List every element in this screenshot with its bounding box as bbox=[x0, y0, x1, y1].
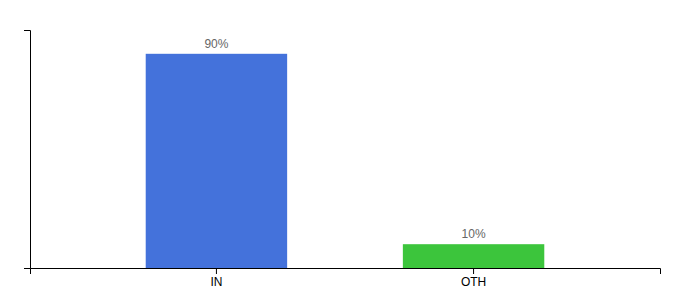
chart: IN OTH 90% 10% bbox=[0, 0, 680, 300]
y-axis bbox=[24, 31, 31, 269]
bar bbox=[403, 244, 544, 268]
y-axis-line bbox=[24, 31, 31, 269]
x-axis-line bbox=[31, 269, 661, 275]
x-tick-mark bbox=[473, 268, 474, 274]
x-tick-label: IN bbox=[210, 275, 222, 289]
x-tick-label: OTH bbox=[461, 275, 486, 289]
x-tick-mark bbox=[216, 268, 217, 274]
x-tick: IN bbox=[210, 268, 222, 289]
data-label: 10% bbox=[462, 227, 486, 241]
data-label: 90% bbox=[204, 37, 228, 51]
plot: IN OTH 90% 10% bbox=[24, 31, 661, 289]
x-tick: OTH bbox=[461, 268, 486, 289]
data-labels: 90% 10% bbox=[204, 37, 485, 241]
bars bbox=[146, 54, 545, 268]
bar bbox=[146, 54, 287, 268]
x-axis: IN OTH bbox=[31, 268, 661, 289]
